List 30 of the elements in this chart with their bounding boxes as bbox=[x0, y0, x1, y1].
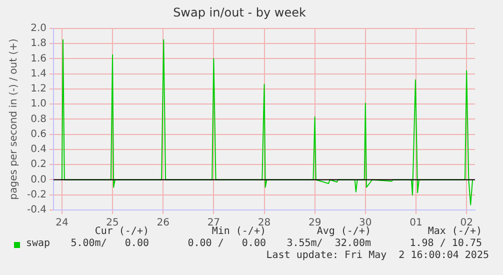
y-tick-label: 0.2 bbox=[30, 159, 47, 170]
text: Avg (-/+) bbox=[316, 226, 371, 238]
y-tick-label: 0.8 bbox=[30, 114, 47, 125]
x-tick-label: 28 bbox=[258, 218, 271, 229]
y-tick-label: -0.2 bbox=[26, 189, 47, 200]
y-tick-label: -0.4 bbox=[26, 204, 47, 216]
text: 0.00 / 0.00 bbox=[188, 238, 266, 250]
y-tick-label: 1.8 bbox=[30, 38, 47, 50]
y-tick-label: 0.0 bbox=[30, 174, 47, 186]
text: Cur (-/+) bbox=[94, 226, 149, 238]
text: 1.98 / 10.75 bbox=[410, 238, 482, 250]
y-tick-label: 1.6 bbox=[30, 53, 47, 64]
y-tick-label: 1.0 bbox=[30, 98, 47, 110]
y-tick-label: 2.0 bbox=[30, 22, 47, 34]
y-tick-label: 0.4 bbox=[30, 144, 47, 156]
y-axis-title: pages per second in (-) / out (+) bbox=[8, 38, 20, 200]
x-tick-label: 25 bbox=[106, 218, 119, 229]
text: Min (-/+) bbox=[212, 226, 266, 238]
y-tick-label: 1.4 bbox=[30, 68, 47, 80]
y-tick-label: 1.2 bbox=[30, 84, 47, 95]
text: 5.00m/ 0.00 bbox=[70, 238, 149, 250]
text: Max (-/+) bbox=[428, 226, 482, 238]
text: Last update: Fri May 2 16:00:04 2025 bbox=[266, 250, 489, 262]
y-tick-label: 0.6 bbox=[30, 128, 47, 140]
legend-label: swap bbox=[26, 238, 50, 250]
chart-title: Swap in/out - by week bbox=[173, 5, 306, 20]
text: 3.55m/ 32.00m bbox=[286, 238, 371, 250]
x-tick-label: 24 bbox=[56, 218, 68, 229]
x-tick-label: 26 bbox=[156, 218, 170, 229]
x-tick-label: 01 bbox=[410, 218, 422, 229]
